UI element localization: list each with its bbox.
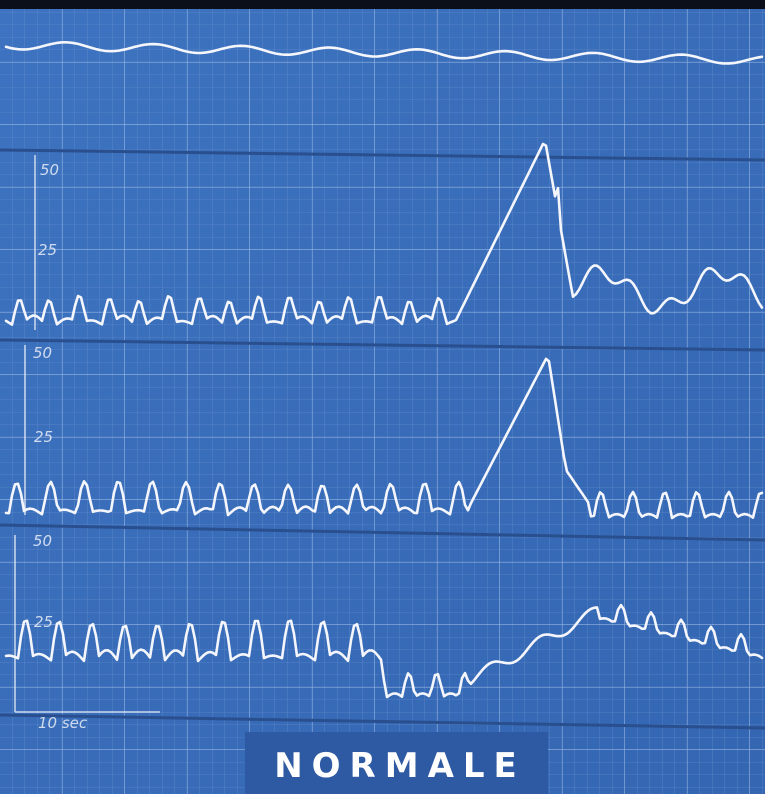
scale-label: 50 bbox=[33, 532, 52, 550]
scale-label: 25 bbox=[34, 428, 53, 446]
scale-label: 50 bbox=[33, 344, 52, 362]
time-scale: 10 sec bbox=[38, 714, 88, 732]
caption: NORMALE bbox=[274, 746, 526, 786]
scale-label: 50 bbox=[40, 161, 59, 179]
recording-photo: 50 25 50 25 50 25 10 sec NORMALE bbox=[0, 0, 765, 794]
scale-label: 25 bbox=[34, 613, 53, 631]
scale-label: 25 bbox=[38, 241, 57, 259]
top-edge bbox=[0, 0, 765, 9]
